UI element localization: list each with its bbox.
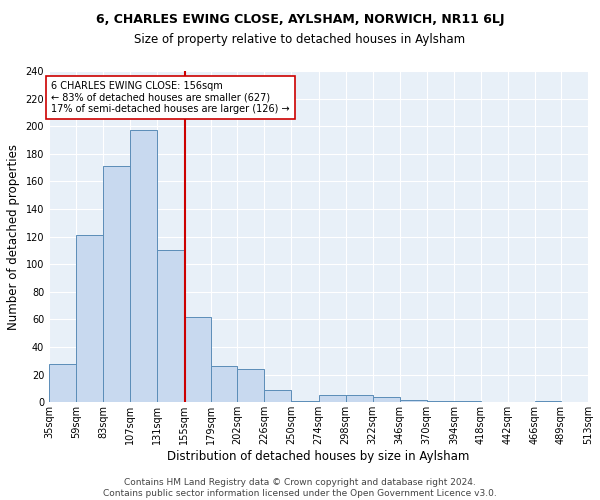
Text: Size of property relative to detached houses in Aylsham: Size of property relative to detached ho…: [134, 32, 466, 46]
Bar: [427, 401, 454, 402]
Bar: [211, 366, 238, 402]
Bar: [103, 166, 130, 402]
Bar: [319, 396, 346, 402]
Bar: [454, 401, 481, 402]
Bar: [400, 400, 427, 402]
Text: 6 CHARLES EWING CLOSE: 156sqm
← 83% of detached houses are smaller (627)
17% of : 6 CHARLES EWING CLOSE: 156sqm ← 83% of d…: [51, 80, 290, 114]
Bar: [265, 390, 292, 402]
Bar: [76, 236, 103, 402]
Bar: [346, 396, 373, 402]
Text: Contains HM Land Registry data © Crown copyright and database right 2024.
Contai: Contains HM Land Registry data © Crown c…: [103, 478, 497, 498]
Bar: [292, 401, 319, 402]
Bar: [238, 369, 265, 402]
Bar: [130, 130, 157, 402]
Bar: [49, 364, 76, 403]
X-axis label: Distribution of detached houses by size in Aylsham: Distribution of detached houses by size …: [167, 450, 470, 463]
Y-axis label: Number of detached properties: Number of detached properties: [7, 144, 20, 330]
Bar: [184, 316, 211, 402]
Text: 6, CHARLES EWING CLOSE, AYLSHAM, NORWICH, NR11 6LJ: 6, CHARLES EWING CLOSE, AYLSHAM, NORWICH…: [96, 12, 504, 26]
Bar: [535, 401, 561, 402]
Bar: [157, 250, 184, 402]
Bar: [373, 397, 400, 402]
